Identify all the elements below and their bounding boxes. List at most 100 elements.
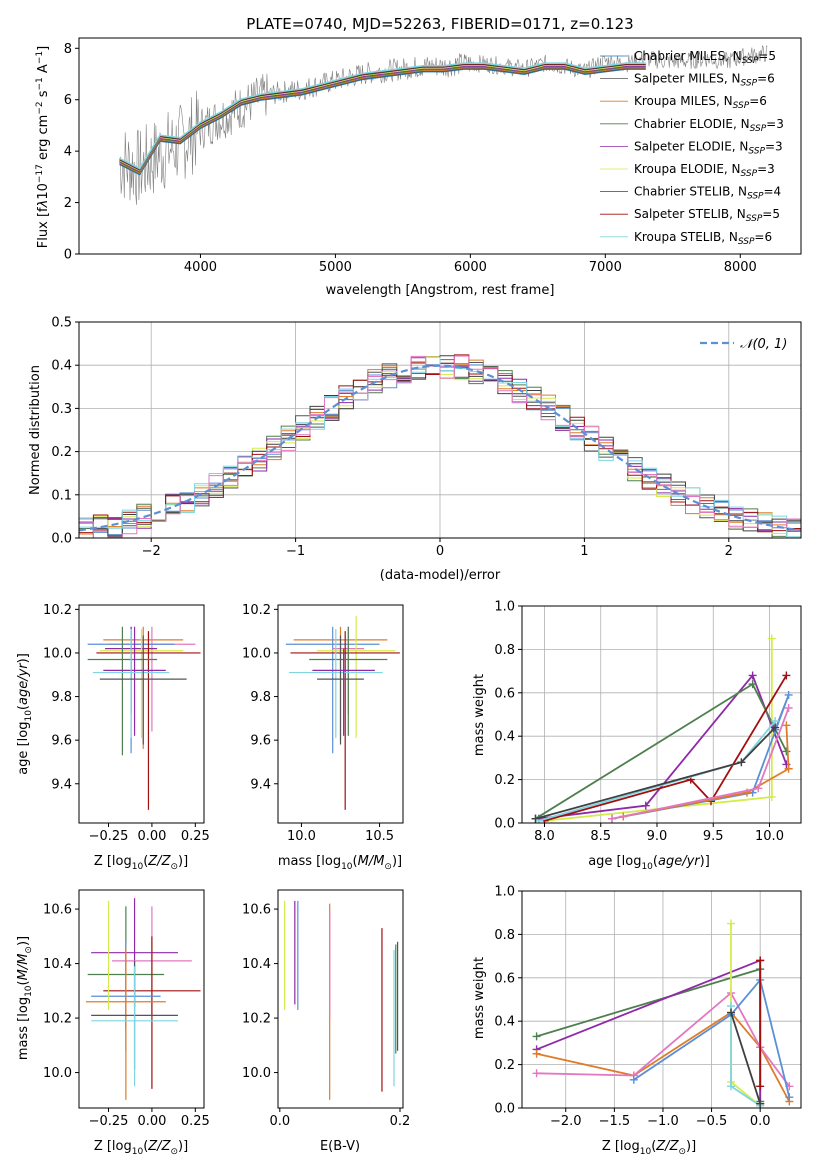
x-tick-label: 7000 (589, 260, 622, 275)
y-tick-label: 0.8 (494, 928, 515, 943)
legend-label: Salpeter ELODIE, NSSP=3 (634, 139, 783, 156)
mass-weight-marker (756, 1099, 765, 1108)
model-spectrum-line (119, 65, 646, 172)
x-tick-label: 10.0 (287, 829, 316, 844)
y-tick-label: 10.0 (242, 646, 271, 661)
weight-vs-Z-x-label: Z [log10(Z/Z⊙)] (602, 1139, 696, 1157)
x-tick-label: 6000 (454, 260, 487, 275)
mass-weight-marker (767, 792, 776, 801)
plot-content (532, 919, 794, 1108)
y-tick-label: 9.4 (51, 777, 72, 792)
mass-vs-Z-x-label: Z [log10(Z/Z⊙)] (94, 1139, 188, 1157)
spectrum-legend: Chabrier MILES, NSSP=5 Salpeter MILES, NS… (600, 49, 784, 247)
y-tick-label: 0.0 (494, 817, 515, 832)
mass-weight-marker (784, 690, 793, 699)
x-tick-label: −0.25 (89, 1114, 129, 1129)
mass-weight-line (633, 978, 791, 1098)
y-tick-label: 0.2 (51, 445, 72, 460)
x-tick-label: −1 (286, 544, 305, 559)
x-tick-label: −0.5 (696, 1114, 728, 1129)
weight-vs-Z-panel: −2.0 −1.5 −1.0 −0.5 0.0 0.0 0.2 0.4 0.6 0.8 1.0 (494, 885, 802, 1129)
axes-frame (78, 604, 205, 824)
y-tick-label: 0.4 (494, 1015, 515, 1030)
residual-y-label: Normed distribution (28, 365, 43, 495)
legend-label: Salpeter STELIB, NSSP=5 (634, 207, 780, 224)
y-tick-label: 10.2 (242, 603, 271, 618)
mass-weight-marker (727, 919, 736, 928)
mass-weight-line (544, 674, 788, 822)
mass-vs-Z-panel: −0.25 0.00 0.25 10.0 10.2 10.4 10.6 (43, 889, 210, 1129)
legend-label: Kroupa STELIB, NSSP=6 (634, 230, 772, 247)
spectrum-panel: PLATE=0740, MJD=52263, FIBERID=0171, z=0… (35, 15, 802, 298)
legend-label: Kroupa ELODIE, NSSP=3 (634, 162, 775, 179)
spectrum-title: PLATE=0740, MJD=52263, FIBERID=0171, z=0… (246, 15, 633, 33)
model-spectrum-line (119, 67, 646, 174)
plot-content (531, 634, 793, 823)
spectrum-plot-area: 4000 5000 6000 7000 8000 0 2 4 6 8 (64, 37, 802, 275)
x-tick-label: 1 (580, 544, 588, 559)
y-tick-label: 10.2 (43, 1012, 72, 1027)
x-tick-label: −1.0 (647, 1114, 679, 1129)
plot-content (119, 45, 768, 205)
x-tick-label: −2.0 (550, 1114, 582, 1129)
y-tick-label: 0.6 (494, 971, 515, 986)
mass-weight-marker (727, 1082, 736, 1091)
y-tick-label: 8 (64, 42, 72, 57)
axes-frame (277, 889, 404, 1109)
residual-x-label: (data-model)/error (380, 568, 501, 583)
plot-content (284, 900, 399, 1100)
x-tick-label: 8.5 (590, 829, 611, 844)
mass-weight-marker (756, 1082, 765, 1091)
y-tick-label: 9.8 (250, 690, 271, 705)
model-spectrum-line (119, 68, 646, 175)
legend-label: Kroupa MILES, NSSP=6 (634, 94, 767, 111)
spectrum-y-label: Flux [fλ10−17 erg cm−2 s−1 A−1] (35, 46, 51, 248)
spectrum-x-label: wavelength [Angstrom, rest frame] (326, 283, 555, 298)
age-vs-Z-panel: −0.25 0.00 0.25 9.4 9.6 9.8 10.0 10.2 (43, 603, 210, 844)
mass-weight-marker (608, 814, 616, 823)
legend-label: Chabrier MILES, NSSP=5 (634, 49, 776, 66)
axes-frame (277, 604, 404, 824)
residual-plot-area: −2 −1 0 1 2 0.0 0.1 0.2 0.3 0.4 0.5 (51, 316, 802, 559)
y-tick-label: 0.8 (494, 643, 515, 658)
y-tick-label: 10.2 (242, 1012, 271, 1027)
y-tick-label: 10.0 (242, 1066, 271, 1081)
mass-weight-marker (532, 1069, 541, 1078)
x-tick-label: 0 (436, 544, 444, 559)
model-spectrum-line (119, 68, 646, 176)
mass-weight-marker (784, 703, 793, 712)
weight-vs-Z-y-label: mass weight (472, 957, 487, 1039)
y-tick-label: 9.6 (250, 734, 271, 749)
mass-weight-marker (782, 721, 791, 730)
x-tick-label: −2 (142, 544, 161, 559)
y-tick-label: 2 (64, 196, 72, 211)
y-tick-label: 9.6 (51, 734, 72, 749)
residual-legend-label: 𝒩(0, 1) (740, 337, 787, 352)
mass-weight-marker (784, 764, 793, 773)
x-tick-label: 9.5 (703, 829, 724, 844)
x-tick-label: −0.25 (89, 829, 129, 844)
y-tick-label: 10.0 (43, 646, 72, 661)
histogram-step-line (79, 355, 801, 538)
legend-label: Chabrier STELIB, NSSP=4 (634, 185, 781, 202)
y-tick-label: 0.0 (494, 1102, 515, 1117)
mass-weight-marker (771, 723, 780, 732)
weight-vs-age-x-label: age [log10(age/yr)] (588, 854, 710, 872)
y-tick-label: 10.4 (43, 957, 72, 972)
x-tick-label: 8000 (724, 260, 757, 275)
mass-weight-marker (727, 1008, 736, 1017)
legend-label: Chabrier ELODIE, NSSP=3 (634, 117, 784, 134)
model-spectrum-line (119, 62, 646, 170)
axes-frame (78, 889, 205, 1109)
legend-label: Salpeter MILES, NSSP=6 (634, 72, 775, 89)
residual-panel: −2 −1 0 1 2 0.0 0.1 0.2 0.3 0.4 0.5 (data-model)/e… (28, 316, 802, 583)
y-tick-label: 9.8 (51, 690, 72, 705)
y-tick-label: 0.5 (51, 316, 72, 331)
mass-weight-marker (532, 1032, 541, 1041)
plot-content (85, 898, 201, 1100)
x-tick-label: −1.5 (599, 1114, 631, 1129)
y-tick-label: 0.4 (51, 359, 72, 374)
model-spectrum-line (119, 65, 646, 173)
x-tick-label: 0.0 (269, 1114, 290, 1129)
